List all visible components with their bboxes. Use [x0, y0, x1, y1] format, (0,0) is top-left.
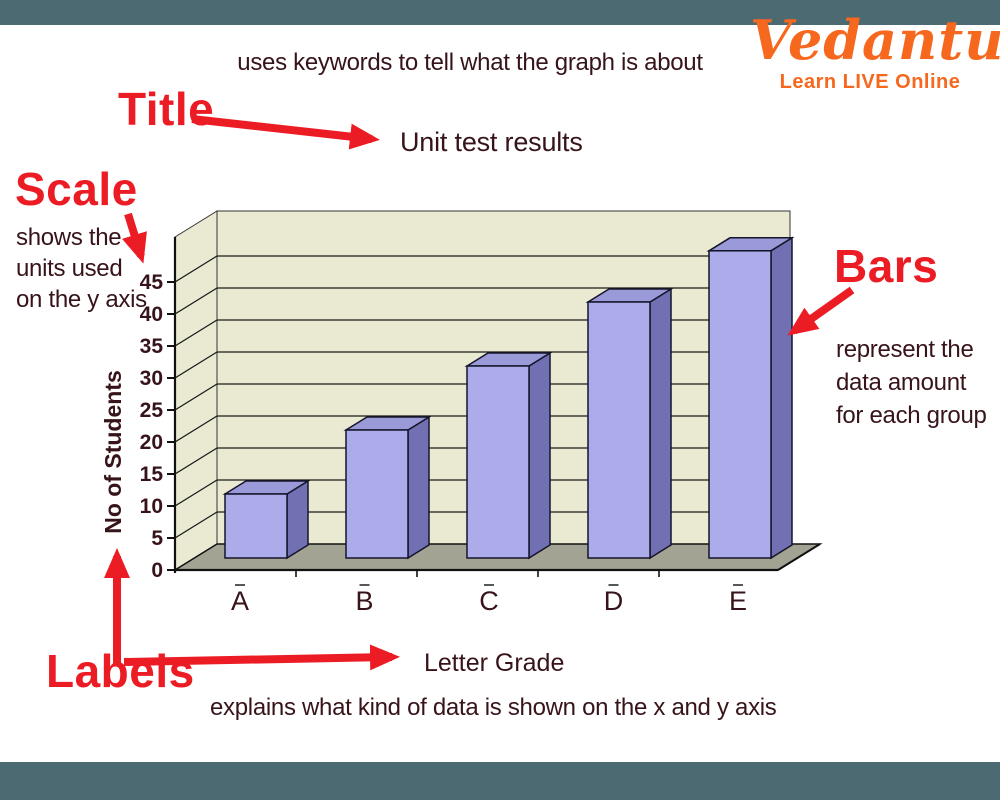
- category-label: C: [479, 586, 499, 616]
- y-tick-label: 0: [151, 559, 163, 582]
- gridline-diagonal: [174, 383, 218, 411]
- bar: [708, 250, 772, 559]
- y-tick-label: 5: [151, 527, 163, 550]
- y-tick-label: 35: [140, 335, 164, 358]
- scale-description: shows the units used on the y axis: [16, 222, 147, 315]
- bars-description-line: represent the: [836, 336, 974, 363]
- vedantu-logo: Vedantu Learn LIVE Online: [750, 8, 1000, 94]
- y-tick-label: 45: [140, 271, 164, 294]
- category-label: D: [604, 586, 624, 616]
- labels-right-arrow: [123, 644, 400, 671]
- scale-arrow: [122, 212, 147, 264]
- scale-callout: Scale: [15, 163, 138, 215]
- graph-title: Unit test results: [400, 127, 583, 157]
- bars-arrow: [787, 286, 855, 336]
- gridline-diagonal: [174, 447, 218, 475]
- bar-side: [649, 287, 672, 560]
- gridline-diagonal: [174, 415, 218, 443]
- bars-callout: Bars: [834, 240, 939, 292]
- title-arrow: [191, 115, 380, 150]
- annotation-arrows: [104, 115, 855, 671]
- scale-description-line: shows the: [16, 224, 122, 251]
- y-tick-label: 20: [140, 431, 163, 454]
- y-tick-label: 30: [140, 367, 163, 390]
- gridline-diagonal: [174, 479, 218, 507]
- y-tick-label: 25: [140, 399, 164, 422]
- x-axis-depth-edge: [777, 543, 821, 571]
- y-tick-label: 40: [140, 303, 163, 326]
- scale-description-line: units used: [16, 255, 123, 282]
- y-tick-label: 10: [140, 495, 163, 518]
- bar: [345, 429, 409, 559]
- vedantu-logo-tagline: Learn LIVE Online: [779, 70, 961, 93]
- bar: [587, 301, 651, 559]
- y-axis-label: No of Students: [100, 370, 126, 534]
- chart-3d-plot: 0 5 10 15 20 25 30 35 40 45 A B C D E No of Students: [100, 210, 823, 616]
- bars-description-line: data amount: [836, 369, 967, 396]
- bar: [224, 493, 288, 559]
- bars-description-line: for each group: [836, 402, 987, 429]
- scale-description-line: on the y axis: [16, 286, 147, 313]
- gridline-diagonal: [174, 319, 218, 347]
- bar: [466, 365, 530, 559]
- category-label: A: [231, 586, 249, 616]
- gridline-diagonal: [174, 255, 218, 283]
- gridline-diagonal: [174, 511, 218, 539]
- title-callout: Title: [118, 83, 215, 135]
- category-label: E: [729, 586, 747, 616]
- bar-side: [407, 415, 430, 560]
- gridline-diagonal: [174, 287, 218, 315]
- bar-side: [770, 236, 793, 560]
- title-description: uses keywords to tell what the graph is …: [237, 49, 703, 76]
- bar-side: [528, 351, 551, 560]
- labels-description: explains what kind of data is shown on t…: [210, 694, 777, 721]
- category-label: B: [355, 586, 373, 616]
- x-axis-label: Letter Grade: [424, 649, 565, 677]
- y-tick-label: 15: [140, 463, 164, 486]
- bars-description: represent the data amount for each group: [836, 333, 987, 432]
- gridline-diagonal: [174, 351, 218, 379]
- vedantu-logo-wordmark: Vedantu: [750, 8, 1000, 72]
